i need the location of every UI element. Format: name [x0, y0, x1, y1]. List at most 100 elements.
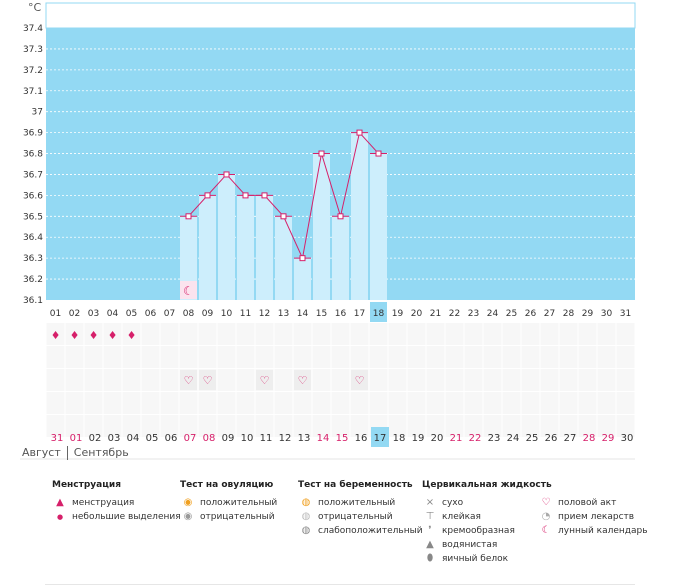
heart-icon: ♡: [355, 374, 365, 387]
y-tick-label: 36.6: [23, 191, 43, 201]
x-tick-label: 16: [335, 309, 347, 319]
y-tick-label: 36.5: [23, 212, 43, 222]
x-tick-label: 26: [525, 309, 537, 319]
drop-icon: ♦: [70, 329, 80, 342]
legend: Менструация ▲ менструация ● небольшие выде…: [50, 480, 650, 580]
x-tick-label: 28: [563, 309, 575, 319]
legend-title: Менструация: [52, 480, 121, 490]
x-tick-label: 04: [107, 309, 119, 319]
calendar-date: 16: [355, 433, 368, 444]
small-drop-icon: ●: [56, 513, 64, 521]
pill-icon: ◔: [541, 511, 551, 522]
legend-menstruation: Менструация ▲ менструация ● небольшие выде…: [52, 480, 181, 524]
dry-icon: ×: [425, 497, 435, 508]
drop-icon: ♦: [89, 329, 99, 342]
bbt-chart: °C 36.136.236.336.436.536.636.736.836.93…: [20, 1, 636, 460]
temperature-bar: [332, 216, 349, 300]
y-tick-label: 37.1: [23, 87, 43, 97]
unit-label: °C: [28, 1, 42, 14]
heart-icon: ♡: [184, 374, 194, 387]
calendar-dates: 31 01 02 03 04 05 06 07 08 09 10 11 12 13 14 15 16 17 18 19…: [20, 427, 635, 460]
legend-item: ◉ положительный: [180, 496, 278, 510]
legend-cervical: Цервикальная жидкость × сухо ⊤ клейкая ❜ кр…: [422, 480, 552, 566]
temperature-bar: [180, 216, 197, 300]
legend-item: ❜ кремообразная: [422, 524, 552, 538]
temperature-bar: [313, 153, 330, 300]
x-tick-label: 13: [278, 309, 289, 319]
drop-icon: ♦: [51, 329, 61, 342]
moon-icon: ☾: [541, 525, 551, 536]
data-point: [261, 192, 268, 199]
calendar-date: 31: [51, 433, 64, 444]
legend-item-label: кремообразная: [442, 526, 515, 536]
temperature-bar: [275, 216, 292, 300]
y-tick-label: 36.2: [23, 275, 43, 285]
x-tick-label: 31: [620, 309, 631, 319]
calendar-date: 23: [488, 433, 501, 444]
x-tick-label: 21: [430, 309, 441, 319]
x-tick-label: 09: [202, 309, 214, 319]
x-tick-label: 15: [316, 309, 327, 319]
pregnancy-negative-icon: ◍: [301, 511, 311, 522]
calendar-date: 14: [317, 433, 330, 444]
legend-item: ● небольшие выделения: [52, 510, 181, 524]
calendar-date: 30: [621, 433, 634, 444]
legend-item-label: водянистая: [442, 540, 498, 550]
legend-item: ▲ водянистая: [422, 538, 552, 552]
calendar-date: 17: [374, 433, 387, 444]
x-tick-label: 06: [145, 309, 157, 319]
pregnancy-positive-icon: ◍: [301, 497, 311, 508]
marker-rows: ♦ ♦ ♦ ♦ ♦ ♡ ♡ ♡ ♡ ♡: [45, 323, 636, 437]
legend-title: Тест на беременность: [298, 480, 413, 490]
calendar-date: 07: [184, 433, 197, 444]
data-point: [242, 192, 249, 199]
legend-item-label: прием лекарств: [558, 512, 635, 522]
data-point: [299, 255, 306, 262]
sticky-icon: ⊤: [425, 511, 435, 522]
today-highlight: [370, 302, 387, 322]
x-tick-label: 25: [506, 309, 517, 319]
x-tick-label: 19: [392, 309, 404, 319]
x-tick-label: 24: [487, 309, 499, 319]
temperature-bar: [370, 153, 387, 300]
data-point: [375, 150, 382, 157]
legend-item: ◍ положительный: [298, 496, 423, 510]
y-tick-label: 36.7: [23, 170, 43, 180]
data-point: [280, 213, 287, 220]
month-next-label: Сентябрь: [73, 446, 129, 459]
y-tick-label: 36.3: [23, 254, 43, 264]
temperature-bar: [256, 195, 273, 300]
drop-icon: ♦: [127, 329, 137, 342]
y-tick-label: 36.4: [23, 233, 43, 243]
marker-row: [46, 415, 635, 437]
legend-item-label: положительный: [200, 498, 278, 508]
calendar-date: 29: [602, 433, 615, 444]
y-tick-label: 36.1: [23, 296, 43, 306]
x-tick-label: 29: [582, 309, 594, 319]
heart-cell: [351, 370, 368, 390]
egg-white-icon: ⬮: [426, 553, 434, 564]
calendar-date: 04: [127, 433, 140, 444]
y-tick-label: 37.2: [23, 66, 43, 76]
legend-item-label: отрицательный: [318, 512, 393, 522]
calendar-date: 12: [279, 433, 292, 444]
data-point: [318, 150, 325, 157]
legend-item-label: отрицательный: [200, 512, 275, 522]
calendar-date: 11: [260, 433, 273, 444]
heart-cell: [294, 370, 311, 390]
temperature-bar: [218, 174, 235, 300]
x-tick-label: 14: [297, 309, 309, 319]
legend-item: × сухо: [422, 496, 552, 510]
temperature-bar: [294, 258, 311, 300]
legend-item: ◍ слабоположительный: [298, 524, 423, 538]
calendar-date: 08: [203, 433, 216, 444]
x-tick-label: 01: [50, 309, 61, 319]
ovulation-positive-icon: ◉: [183, 497, 193, 508]
legend-other: ♡ половой акт ◔ прием лекарств ☾ лунный кал…: [538, 480, 648, 538]
marker-row: [46, 369, 635, 391]
legend-pregnancy: Тест на беременность ◍ положительный ◍ отр…: [298, 480, 423, 538]
x-tick-label: 08: [183, 309, 195, 319]
creamy-icon: ❜: [428, 525, 432, 536]
legend-item-label: яичный белок: [442, 554, 509, 564]
legend-title: Цервикальная жидкость: [422, 480, 552, 490]
